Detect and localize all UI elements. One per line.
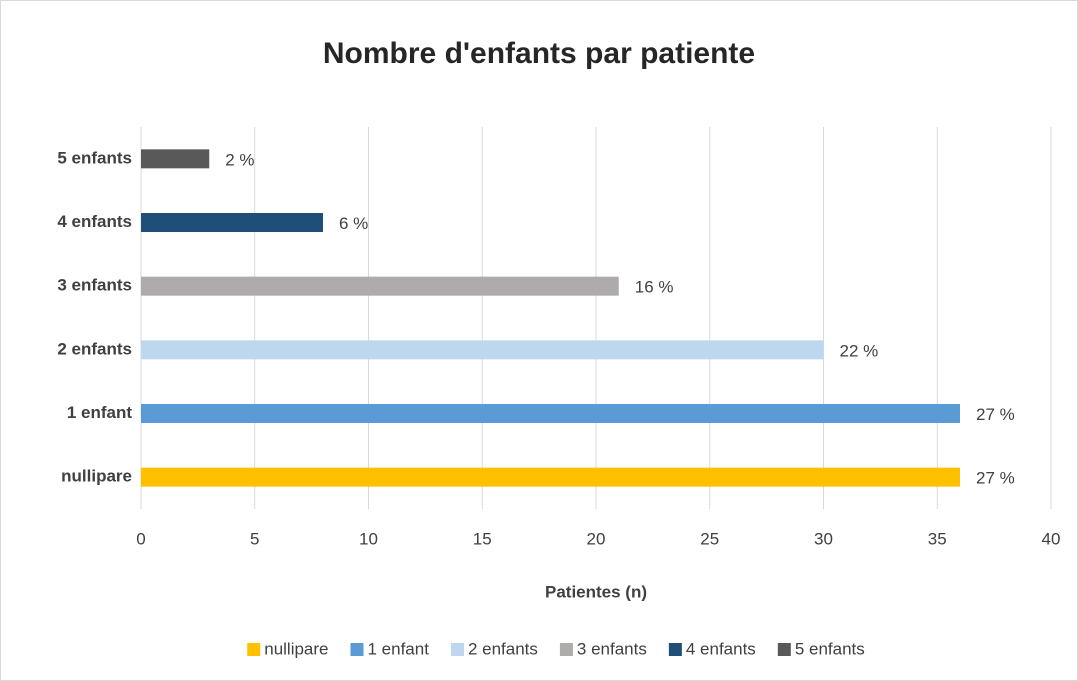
legend-label: 1 enfant bbox=[368, 639, 430, 658]
chart-title: Nombre d'enfants par patiente bbox=[323, 37, 755, 70]
legend-swatch bbox=[559, 643, 573, 656]
legend-swatch bbox=[668, 643, 682, 656]
bar bbox=[141, 340, 824, 360]
y-tick-label: 1 enfant bbox=[67, 403, 133, 422]
legend-label: 2 enfants bbox=[468, 639, 538, 658]
x-tick-label: 35 bbox=[928, 529, 947, 548]
y-tick-label: 2 enfants bbox=[57, 339, 132, 358]
data-label: 2 % bbox=[225, 150, 254, 169]
y-tick-label: 4 enfants bbox=[57, 212, 132, 231]
x-tick-label: 30 bbox=[814, 529, 833, 548]
legend-label: 4 enfants bbox=[686, 639, 756, 658]
legend-swatch bbox=[350, 643, 364, 656]
legend-swatch bbox=[777, 643, 791, 656]
bar bbox=[141, 213, 323, 232]
x-tick-label: 25 bbox=[700, 529, 719, 548]
x-tick-label: 20 bbox=[587, 529, 606, 548]
x-tick-label: 15 bbox=[473, 529, 492, 548]
y-tick-label: 5 enfants bbox=[57, 148, 132, 167]
y-tick-label: nullipare bbox=[61, 467, 132, 486]
legend: nullipare 1 enfant 2 enfants 3 enfants 4 enf… bbox=[247, 639, 865, 658]
y-tick-label: 3 enfants bbox=[57, 276, 132, 295]
bar bbox=[141, 149, 210, 169]
legend-swatch bbox=[247, 643, 261, 656]
bar bbox=[141, 276, 619, 296]
bar bbox=[141, 404, 960, 423]
x-tick-label: 5 bbox=[250, 529, 259, 548]
legend-label: nullipare bbox=[264, 639, 328, 658]
legend-swatch bbox=[450, 643, 464, 656]
data-label: 16 % bbox=[635, 278, 674, 297]
bar bbox=[141, 467, 960, 487]
data-label: 22 % bbox=[840, 341, 879, 360]
x-tick-label: 0 bbox=[136, 529, 145, 548]
x-axis-title: Patientes (n) bbox=[545, 582, 647, 601]
data-label: 27 % bbox=[976, 405, 1015, 424]
legend-label: 3 enfants bbox=[577, 639, 647, 658]
x-tick-label: 10 bbox=[359, 529, 378, 548]
x-tick-label: 40 bbox=[1042, 529, 1061, 548]
legend-label: 5 enfants bbox=[795, 639, 865, 658]
data-label: 27 % bbox=[976, 469, 1015, 488]
data-label: 6 % bbox=[339, 214, 368, 233]
